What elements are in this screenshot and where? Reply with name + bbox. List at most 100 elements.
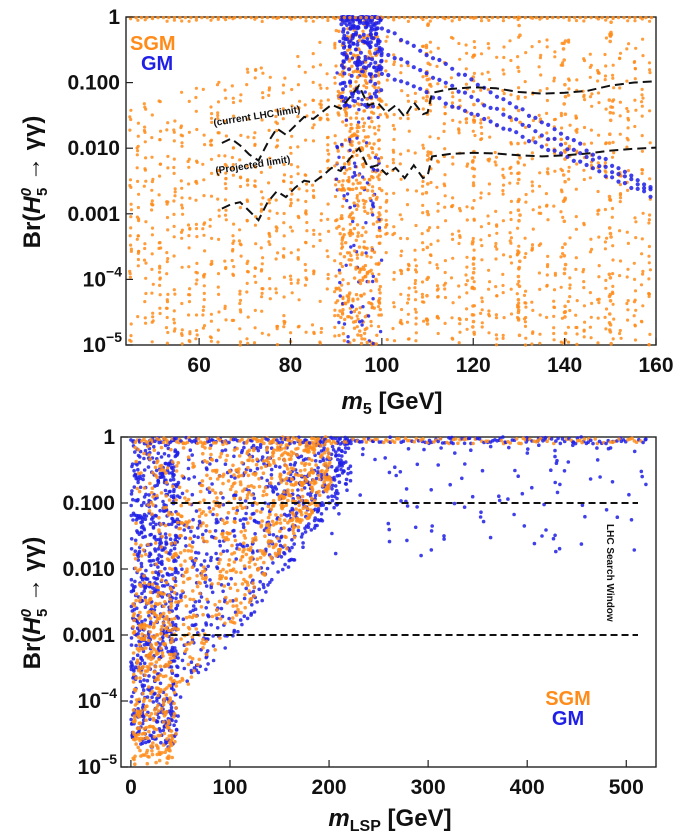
gm-point xyxy=(329,435,333,440)
sgm-point xyxy=(159,491,164,495)
sgm-point xyxy=(261,96,265,100)
mixed-point xyxy=(355,129,360,134)
gm-point xyxy=(130,661,134,666)
gm-point xyxy=(159,642,163,646)
sgm-point xyxy=(267,456,271,461)
mixed-point xyxy=(357,141,361,145)
gm-point xyxy=(522,524,527,528)
sgm-point xyxy=(522,317,527,321)
gm-point xyxy=(595,446,599,450)
gm-point xyxy=(269,467,274,472)
gm-point xyxy=(142,661,147,666)
sgm-point xyxy=(531,136,536,140)
sgm-point xyxy=(232,496,237,501)
sgm-point xyxy=(436,239,440,243)
sgm-point xyxy=(553,50,557,54)
sgm-point xyxy=(430,15,434,20)
mixed-point xyxy=(360,251,364,255)
sgm-point xyxy=(182,548,187,553)
sgm-point xyxy=(371,185,375,189)
sgm-point xyxy=(297,64,301,68)
sgm-point xyxy=(562,15,566,20)
sgm-point xyxy=(312,451,316,455)
sgm-point xyxy=(239,601,243,605)
gm-point xyxy=(405,81,410,86)
sgm-point xyxy=(319,86,323,90)
sgm-point xyxy=(216,111,220,115)
gm-point xyxy=(176,451,180,456)
sgm-point xyxy=(428,261,432,265)
mixed-point xyxy=(367,177,371,182)
gm-point xyxy=(129,643,134,647)
gm-point xyxy=(357,34,362,39)
sgm-point xyxy=(305,229,309,233)
gm-point xyxy=(514,117,519,122)
sgm-point xyxy=(184,520,188,524)
sgm-point xyxy=(530,243,535,247)
gm-point xyxy=(368,44,373,49)
gm-point xyxy=(318,459,323,464)
sgm-point xyxy=(240,460,244,465)
gm-point xyxy=(590,157,596,162)
sgm-point xyxy=(187,627,192,631)
sgm-point xyxy=(588,250,593,254)
gm-point xyxy=(156,565,160,569)
sgm-point xyxy=(486,70,490,74)
sgm-point xyxy=(172,224,176,228)
gm-point xyxy=(132,513,137,517)
sgm-point xyxy=(209,452,213,457)
sgm-point xyxy=(421,184,425,188)
top-y-tick-label: 0.100 xyxy=(67,72,120,95)
sgm-point xyxy=(216,328,220,332)
mixed-point xyxy=(376,175,380,179)
gm-point xyxy=(452,501,457,506)
sgm-point xyxy=(276,548,281,552)
gm-point xyxy=(235,508,240,513)
mixed-point xyxy=(341,227,345,231)
sgm-point xyxy=(362,240,366,244)
sgm-point xyxy=(608,276,613,280)
gm-point xyxy=(436,463,441,467)
sgm-point xyxy=(254,68,258,72)
sgm-point xyxy=(333,290,337,294)
gm-point xyxy=(350,36,355,41)
gm-point xyxy=(155,699,159,703)
sgm-point xyxy=(245,218,249,222)
sgm-point xyxy=(209,319,213,323)
sgm-point xyxy=(277,517,282,521)
sgm-point xyxy=(267,88,271,92)
sgm-point xyxy=(406,93,410,98)
sgm-point xyxy=(611,111,615,115)
sgm-point xyxy=(426,153,430,157)
sgm-point xyxy=(488,280,492,284)
sgm-point xyxy=(426,182,430,186)
sgm-point xyxy=(190,640,194,644)
sgm-point xyxy=(129,215,133,219)
sgm-point xyxy=(421,248,425,252)
sgm-point xyxy=(253,326,257,330)
mixed-point xyxy=(337,187,341,192)
mixed-point xyxy=(374,277,378,281)
mixed-point xyxy=(355,136,359,140)
sgm-point xyxy=(333,43,337,47)
sgm-point xyxy=(479,191,483,195)
sgm-point xyxy=(135,153,139,157)
sgm-point xyxy=(304,330,308,334)
sgm-point xyxy=(604,141,608,145)
sgm-point xyxy=(634,46,638,50)
sgm-point xyxy=(355,178,359,182)
sgm-point xyxy=(369,255,373,259)
sgm-point xyxy=(204,652,209,657)
mixed-point xyxy=(360,73,364,78)
gm-point xyxy=(180,658,185,663)
sgm-point xyxy=(540,15,544,20)
mixed-point xyxy=(366,211,370,215)
mixed-point xyxy=(358,281,363,286)
sgm-point xyxy=(559,285,563,289)
sgm-point xyxy=(147,582,151,587)
gm-point xyxy=(148,533,152,537)
sgm-point xyxy=(289,151,293,155)
sgm-point xyxy=(216,100,221,104)
gm-point xyxy=(450,104,455,109)
sgm-point xyxy=(180,328,184,332)
